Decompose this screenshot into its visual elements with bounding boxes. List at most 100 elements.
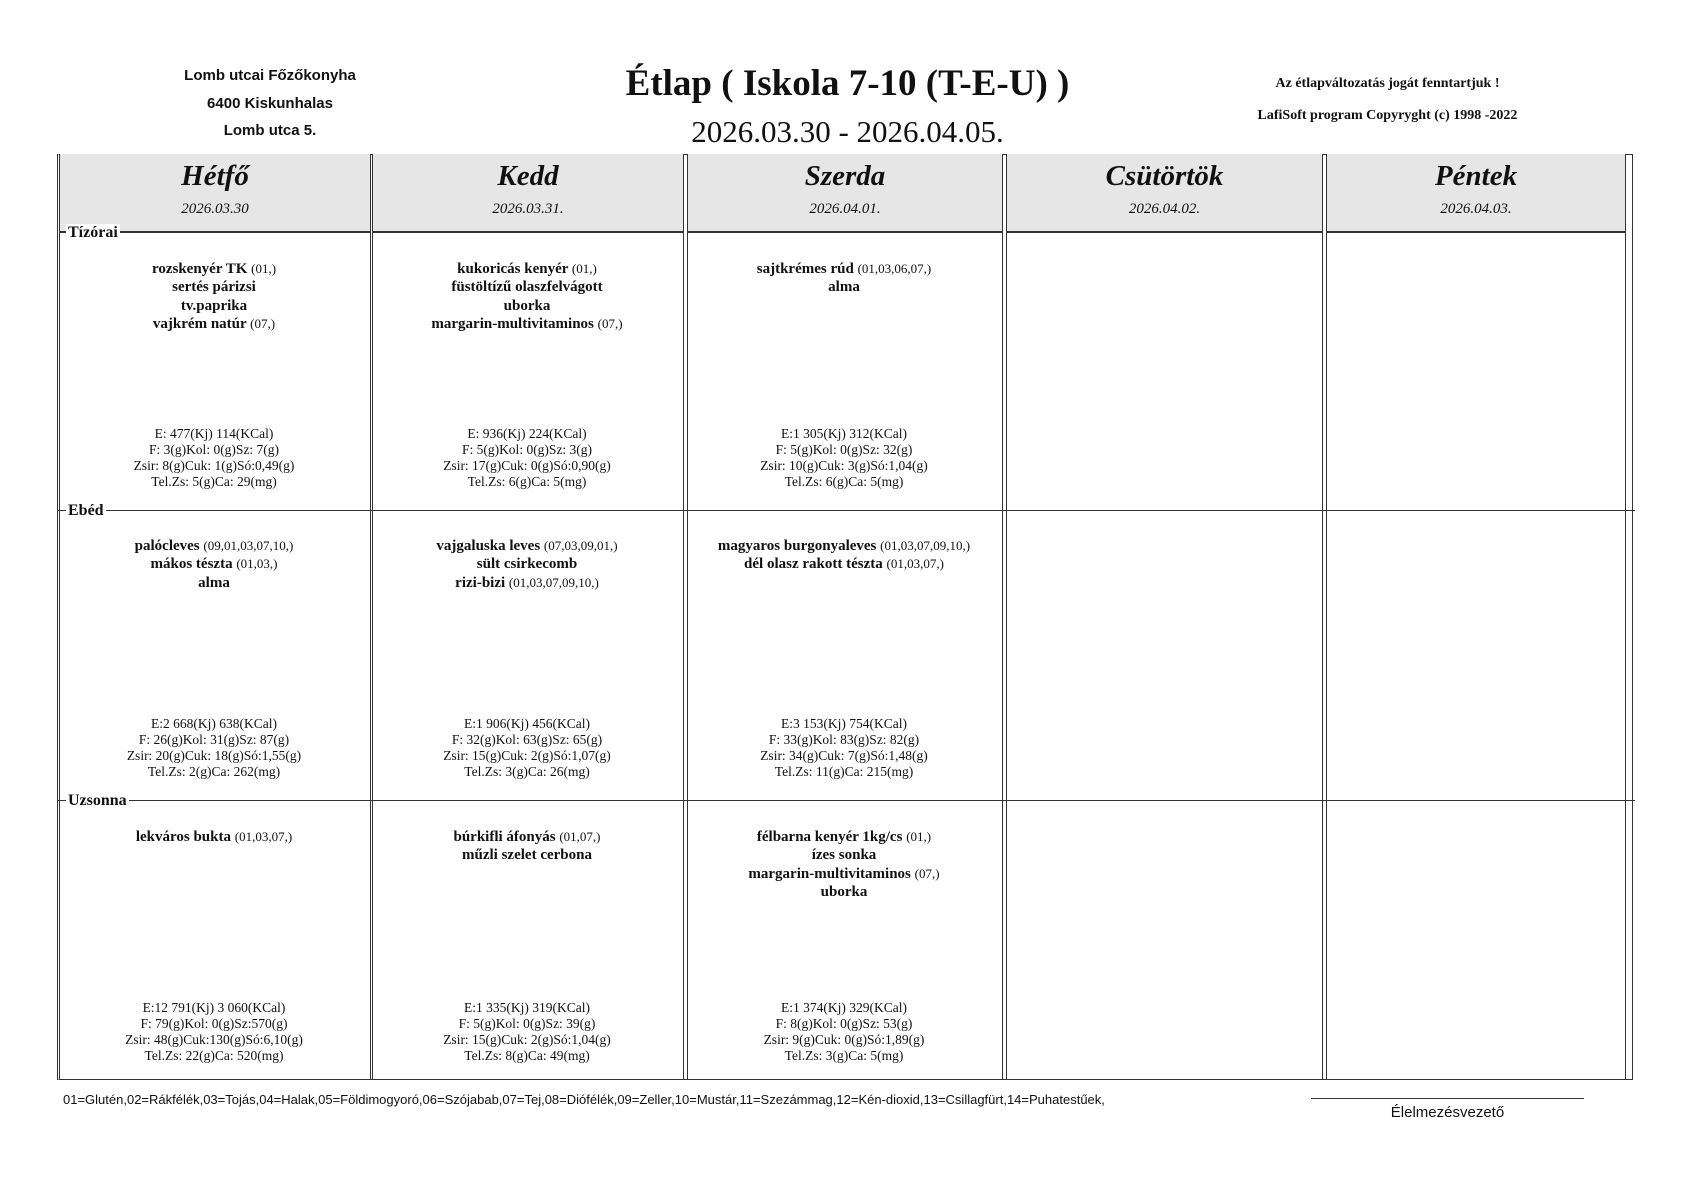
nutrition-info: E:1 335(Kj) 319(KCal) F: 5(g)Kol: 0(g)Sz:…: [372, 1000, 682, 1064]
menu-cell: félbarna kenyér 1kg/cs (01,) ízes sonka ma…: [687, 828, 1001, 1079]
menu-cell: vajgaluska leves (07,03,09,01,) sült csir…: [372, 537, 682, 800]
nutrition-line: Tel.Zs: 22(g)Ca: 520(mg): [144, 1048, 284, 1063]
nutrition-line: Zsir: 17(g)Cuk: 0(g)Só:0,90(g): [443, 458, 611, 473]
menu-item: margarin-multivitaminos (07,): [687, 865, 1001, 883]
nutrition-line: Tel.Zs: 2(g)Ca: 262(mg): [147, 764, 281, 779]
day-name: Kedd: [497, 160, 559, 192]
day-header: Hétfő 2026.03.30: [60, 154, 370, 233]
dish-name: vajgaluska leves: [436, 538, 541, 554]
signature-line: [1311, 1098, 1584, 1099]
dish-name: magyaros burgonyaleves: [717, 538, 877, 554]
nutrition-info: E:1 906(Kj) 456(KCal) F: 32(g)Kol: 63(g)S…: [372, 716, 682, 780]
day-date: 2026.03.30: [181, 201, 249, 217]
dish-name: margarin-multivitaminos: [748, 865, 911, 882]
nutrition-line: Zsir: 20(g)Cuk: 18(g)Só:1,55(g): [126, 748, 302, 763]
menu-cell: magyaros burgonyaleves (01,03,07,09,10,)…: [687, 537, 1001, 800]
nutrition-info: E: 936(Kj) 224(KCal) F: 5(g)Kol: 0(g)Sz: …: [372, 426, 682, 490]
nutrition-line: E:2 668(Kj) 638(KCal): [151, 716, 277, 731]
menu-item: búrkifli áfonyás (01,07,): [372, 828, 682, 846]
dish-name: margarin-multivitaminos: [431, 315, 594, 332]
dish-name: kukoricás kenyér: [457, 261, 569, 277]
menu-item: félbarna kenyér 1kg/cs (01,): [687, 828, 1001, 846]
nutrition-info: E:3 153(Kj) 754(KCal) F: 33(g)Kol: 83(g)S…: [687, 716, 1001, 780]
day-name: Hétfő: [181, 160, 249, 192]
nutrition-line: F: 3(g)Kol: 0(g)Sz: 7(g): [148, 442, 280, 457]
dish-name: uborka: [820, 883, 868, 900]
day-name: Szerda: [804, 160, 886, 192]
dish-name: palócleves: [134, 538, 200, 554]
menu-item: tv.paprika: [59, 297, 369, 315]
allergen-codes: (09,01,03,07,10,): [203, 538, 294, 553]
meal-label: Ebéd: [66, 502, 106, 520]
menu-cell: rozskenyér TK (01,) sertés párizsi tv.papr…: [59, 260, 369, 510]
allergen-codes: (01,07,): [559, 829, 601, 844]
allergen-codes: (07,): [597, 315, 623, 331]
nutrition-line: F: 5(g)Kol: 0(g)Sz: 39(g): [458, 1016, 596, 1031]
nutrition-info: E:12 791(Kj) 3 060(KCal) F: 79(g)Kol: 0(g…: [59, 1000, 369, 1064]
nutrition-line: Tel.Zs: 3(g)Ca: 26(mg): [464, 764, 590, 779]
nutrition-info: E: 477(Kj) 114(KCal) F: 3(g)Kol: 0(g)Sz: …: [59, 426, 369, 490]
day-name: Csütörtök: [1105, 160, 1224, 192]
dish-name: rozskenyér TK: [151, 261, 248, 277]
dish-name: tv.paprika: [180, 297, 248, 314]
dish-name: ízes sonka: [811, 847, 877, 864]
day-column: Péntek 2026.04.03.: [1326, 154, 1626, 1080]
nutrition-line: F: 79(g)Kol: 0(g)Sz:570(g): [140, 1016, 288, 1031]
page-title: Étlap ( Iskola 7-10 (T-E-U) ): [625, 63, 1070, 104]
dish-name: füstöltízű olaszfelvágott: [451, 279, 603, 296]
day-date: 2026.04.01.: [809, 201, 881, 217]
nutrition-line: F: 33(g)Kol: 83(g)Sz: 82(g): [768, 732, 920, 747]
menu-cell: [1006, 828, 1321, 1079]
day-header: Kedd 2026.03.31.: [373, 154, 683, 233]
allergen-legend: 01=Glutén,02=Rákfélék,03=Tojás,04=Halak,…: [63, 1092, 1105, 1107]
dish-name: sertés párizsi: [172, 279, 256, 296]
allergen-codes: (01,): [571, 261, 597, 276]
nutrition-line: E: 936(Kj) 224(KCal): [467, 426, 587, 441]
nutrition-info: E:1 374(Kj) 329(KCal) F: 8(g)Kol: 0(g)Sz:…: [687, 1000, 1001, 1064]
allergen-codes: (07,): [250, 315, 276, 331]
menu-item: lekváros bukta (01,03,07,): [59, 828, 369, 846]
menu-cell: [1326, 537, 1624, 800]
kitchen-city: 6400 Kiskunhalas: [207, 94, 333, 112]
menu-cell: [1326, 260, 1624, 510]
allergen-codes: (01,03,): [236, 556, 278, 572]
signature-label: Élelmezésvezető: [1390, 1104, 1505, 1121]
dish-name: uborka: [503, 297, 551, 314]
dish-name: búrkifli áfonyás: [453, 829, 556, 845]
menu-cell: [1006, 260, 1321, 510]
menu-item: margarin-multivitaminos (07,): [372, 315, 682, 333]
kitchen-name: Lomb utcai Főzőkonyha: [184, 67, 356, 84]
allergen-codes: (01,03,07,09,10,): [508, 574, 599, 590]
menu-item: mákos tészta (01,03,): [59, 555, 369, 573]
nutrition-line: Zsir: 34(g)Cuk: 7(g)Só:1,48(g): [760, 748, 928, 763]
menu-item: palócleves (09,01,03,07,10,): [59, 537, 369, 555]
nutrition-line: F: 26(g)Kol: 31(g)Sz: 87(g): [138, 732, 290, 747]
nutrition-line: E:12 791(Kj) 3 060(KCal): [142, 1000, 286, 1015]
day-header: Csütörtök 2026.04.02.: [1007, 154, 1322, 233]
day-date: 2026.04.02.: [1128, 201, 1201, 217]
dish-name: sült csirkecomb: [476, 556, 578, 573]
day-header: Péntek 2026.04.03.: [1327, 154, 1625, 233]
menu-item: vajgaluska leves (07,03,09,01,): [372, 537, 682, 555]
menu-item: rizi-bizi (01,03,07,09,10,): [372, 574, 682, 592]
allergen-codes: (01,): [251, 261, 277, 276]
menu-item: sajtkrémes rúd (01,03,06,07,): [687, 260, 1001, 278]
menu-cell: sajtkrémes rúd (01,03,06,07,) alma E:1 305…: [687, 260, 1001, 510]
menu-item: kukoricás kenyér (01,): [372, 260, 682, 278]
menu-item: sült csirkecomb: [372, 555, 682, 573]
menu-item: alma: [59, 574, 369, 592]
kitchen-street: Lomb utca 5.: [223, 122, 317, 139]
allergen-codes: (01,03,07,09,10,): [880, 538, 971, 553]
dish-name: félbarna kenyér 1kg/cs: [756, 829, 903, 845]
meal-divider: [57, 800, 1635, 801]
nutrition-line: F: 8(g)Kol: 0(g)Sz: 53(g): [775, 1016, 913, 1031]
menu-item: ízes sonka: [687, 846, 1001, 864]
allergen-codes: (07,03,09,01,): [543, 538, 618, 553]
menu-cell: kukoricás kenyér (01,) füstöltízű olaszfe…: [372, 260, 682, 510]
menu-item: rozskenyér TK (01,): [59, 260, 369, 278]
day-column: Kedd 2026.03.31.: [372, 154, 684, 1080]
nutrition-line: E:1 374(Kj) 329(KCal): [781, 1000, 907, 1015]
menu-item: füstöltízű olaszfelvágott: [372, 278, 682, 296]
nutrition-line: Zsir: 10(g)Cuk: 3(g)Só:1,04(g): [760, 458, 928, 473]
dish-name: vajkrém natúr: [152, 315, 251, 332]
